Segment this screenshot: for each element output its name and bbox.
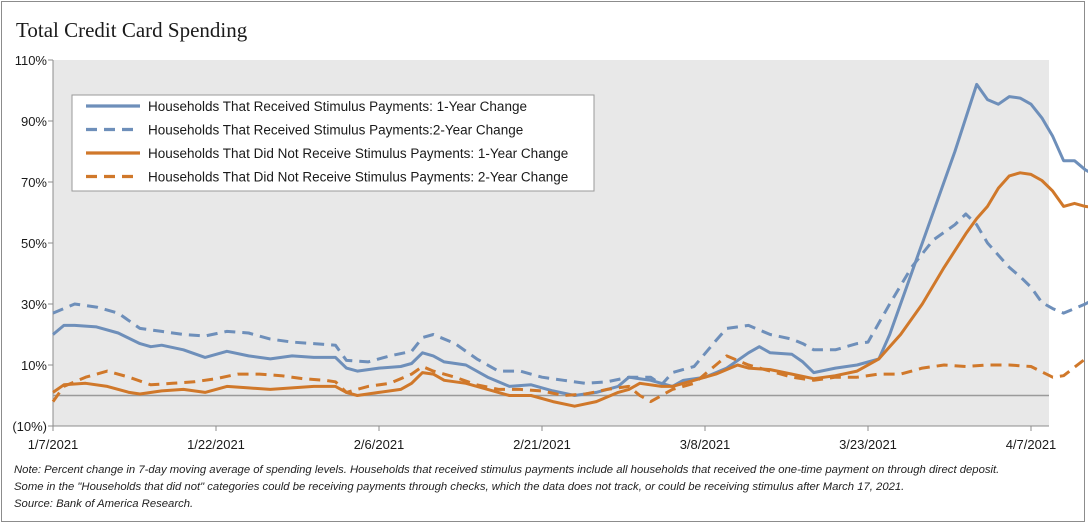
legend-label-1: Households That Received Stimulus Paymen…	[148, 99, 527, 114]
x-tick-label: 3/23/2021	[839, 437, 897, 452]
x-tick-label: 4/7/2021	[1006, 437, 1057, 452]
series-group	[51, 82, 1088, 408]
footnote-source: Source: Bank of America Research.	[14, 498, 194, 510]
line-chart: (10%) 10% 30% 50% 70% 90% 110% 1/7/2021 1/22/20…	[12, 53, 1088, 452]
y-tick-label: (10%)	[12, 419, 47, 434]
series-line-3	[52, 171, 1088, 408]
footnote-note: Note: Percent change in 7-day moving ave…	[14, 464, 1000, 476]
x-tick-label: 1/7/2021	[28, 437, 79, 452]
legend-label-4: Households That Did Not Receive Stimulus…	[148, 170, 568, 185]
x-tick-label: 2/21/2021	[513, 437, 571, 452]
x-tick-label: 1/22/2021	[187, 437, 245, 452]
series-line-4	[51, 354, 1088, 404]
y-tick-label: 30%	[21, 297, 47, 312]
y-tick-label: 10%	[21, 358, 47, 373]
footnote-caveat: Some in the "Households that did not" ca…	[14, 481, 905, 493]
x-tick-label: 3/8/2021	[680, 437, 731, 452]
x-axis: 1/7/2021 1/22/2021 2/6/2021 2/21/2021 3/8/20…	[28, 425, 1057, 452]
x-tick-label: 2/6/2021	[354, 437, 405, 452]
legend-label-2: Households That Received Stimulus Paymen…	[148, 123, 523, 138]
y-tick-label: 50%	[21, 236, 47, 251]
legend: Households That Received Stimulus Paymen…	[71, 94, 595, 192]
series-line-2	[52, 212, 1088, 387]
chart-title: Total Credit Card Spending	[16, 18, 248, 42]
legend-label-3: Households That Did Not Receive Stimulus…	[148, 146, 568, 161]
y-tick-label: 90%	[21, 114, 47, 129]
y-tick-label: 110%	[15, 53, 48, 68]
legend-box	[71, 94, 595, 192]
y-tick-label: 70%	[21, 175, 47, 190]
y-axis: (10%) 10% 30% 50% 70% 90% 110%	[12, 53, 54, 434]
